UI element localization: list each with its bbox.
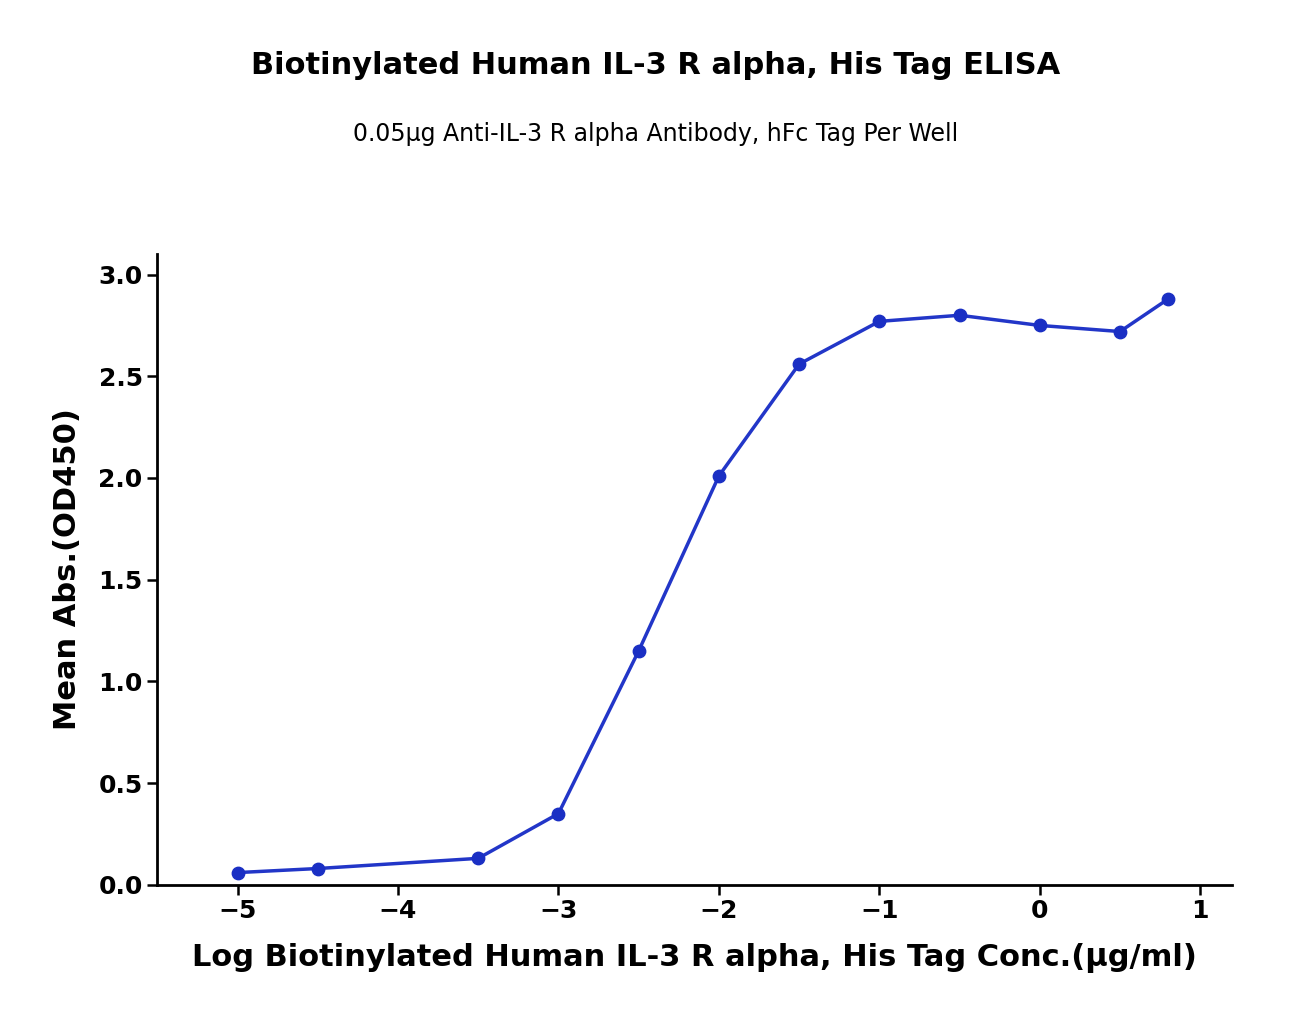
Point [949,307,970,323]
Point [628,643,649,659]
Point [1029,317,1050,334]
X-axis label: Log Biotinylated Human IL-3 R alpha, His Tag Conc.(μg/ml): Log Biotinylated Human IL-3 R alpha, His… [193,943,1197,973]
Y-axis label: Mean Abs.(OD450): Mean Abs.(OD450) [52,409,81,730]
Point [1158,291,1179,307]
Text: Biotinylated Human IL-3 R alpha, His Tag ELISA: Biotinylated Human IL-3 R alpha, His Tag… [250,51,1061,80]
Point [789,356,810,372]
Point [548,805,569,822]
Text: 0.05μg Anti-IL-3 R alpha Antibody, hFc Tag Per Well: 0.05μg Anti-IL-3 R alpha Antibody, hFc T… [353,122,958,146]
Point [307,860,328,877]
Point [708,468,729,484]
Point [468,850,489,866]
Point [1109,323,1130,340]
Point [869,313,890,330]
Point [227,864,248,881]
